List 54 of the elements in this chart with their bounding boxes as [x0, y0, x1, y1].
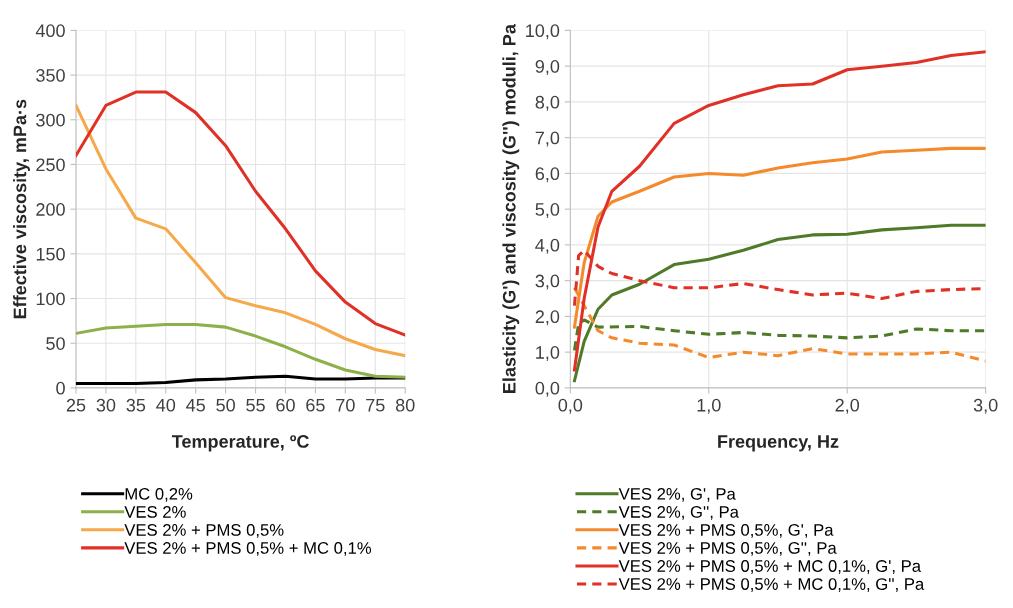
- y-tick-label: 2,0: [535, 310, 560, 326]
- y-tick-label: 0: [56, 381, 65, 395]
- line-series: [572, 50, 986, 372]
- x-tick-label: 60: [276, 398, 295, 412]
- x-tick-label: 0,0: [558, 398, 583, 414]
- y-tick-label: 300: [36, 113, 65, 127]
- legend-label: VES 2% + PMS 0,5% + MC 0,1%: [124, 542, 372, 556]
- x-tick-label: 40: [156, 398, 176, 412]
- legend-label: VES 2% + PMS 0,5% + MC 0,1%, G', Pa: [618, 560, 922, 574]
- y-tick-label: 9,0: [535, 60, 560, 75]
- x-tick-label: 35: [126, 398, 146, 412]
- y-tick-label: 4,0: [535, 238, 560, 254]
- legend-label: VES 2%, G', Pa: [618, 487, 736, 502]
- legend-label: VES 2%: [124, 506, 186, 518]
- y-tick-label: 1,0: [536, 346, 560, 362]
- x-tick-label: 2,0: [835, 398, 860, 414]
- x-tick-label: 80: [395, 398, 415, 412]
- legend-label: VES 2% + PMS 0,5%, G'', Pa: [618, 542, 837, 556]
- x-tick-label: 45: [186, 398, 205, 412]
- y-tick-label: 400: [35, 24, 65, 38]
- x-axis-title: Frequency, Hz: [718, 435, 839, 452]
- y-tick-label: 5,0: [535, 203, 560, 218]
- y-tick-label: 50: [46, 337, 65, 350]
- y-tick-label: 8,0: [535, 95, 560, 111]
- x-tick-label: 1,0: [697, 398, 721, 414]
- y-tick-label: 200: [36, 203, 65, 216]
- y-tick-label: 6,0: [535, 167, 560, 183]
- y-tick-label: 10,0: [526, 24, 560, 40]
- y-tick-label: 250: [36, 158, 65, 172]
- legend-label: VES 2% + PMS 0,5%, G', Pa: [618, 524, 834, 538]
- x-tick-label: 3,0: [973, 398, 998, 414]
- y-tick-label: 350: [36, 69, 65, 82]
- y-axis-title: Effective viscosity, mPa·s: [13, 99, 30, 319]
- x-tick-label: 30: [96, 398, 116, 412]
- x-tick-label: 65: [306, 398, 325, 412]
- line-series: [75, 374, 406, 385]
- x-axis-title: Temperature, ºC: [171, 435, 309, 452]
- x-tick-label: 70: [336, 398, 355, 412]
- y-tick-label: 150: [36, 247, 65, 261]
- y-tick-label: 3,0: [535, 274, 560, 290]
- x-tick-label: 75: [366, 398, 385, 412]
- x-tick-label: 55: [246, 398, 265, 412]
- line-series: [75, 322, 406, 379]
- legend-label: VES 2%, G'', Pa: [618, 506, 739, 520]
- y-tick-label: 7,0: [535, 131, 560, 147]
- line-series: [572, 223, 986, 383]
- y-tick-label: 100: [36, 292, 65, 306]
- legend-label: VES 2% + PMS 0,5% + MC 0,1%, G'', Pa: [618, 578, 925, 592]
- y-tick-label: 0,0: [535, 381, 560, 397]
- y-axis-title: Elasticity (G') and viscosity (G'') moduli, Pa: [502, 24, 520, 393]
- x-tick-label: 50: [216, 398, 235, 412]
- x-tick-label: 25: [66, 398, 86, 412]
- legend-label: VES 2% + PMS 0,5%: [124, 524, 284, 538]
- legend-label: MC 0,2%: [125, 487, 193, 502]
